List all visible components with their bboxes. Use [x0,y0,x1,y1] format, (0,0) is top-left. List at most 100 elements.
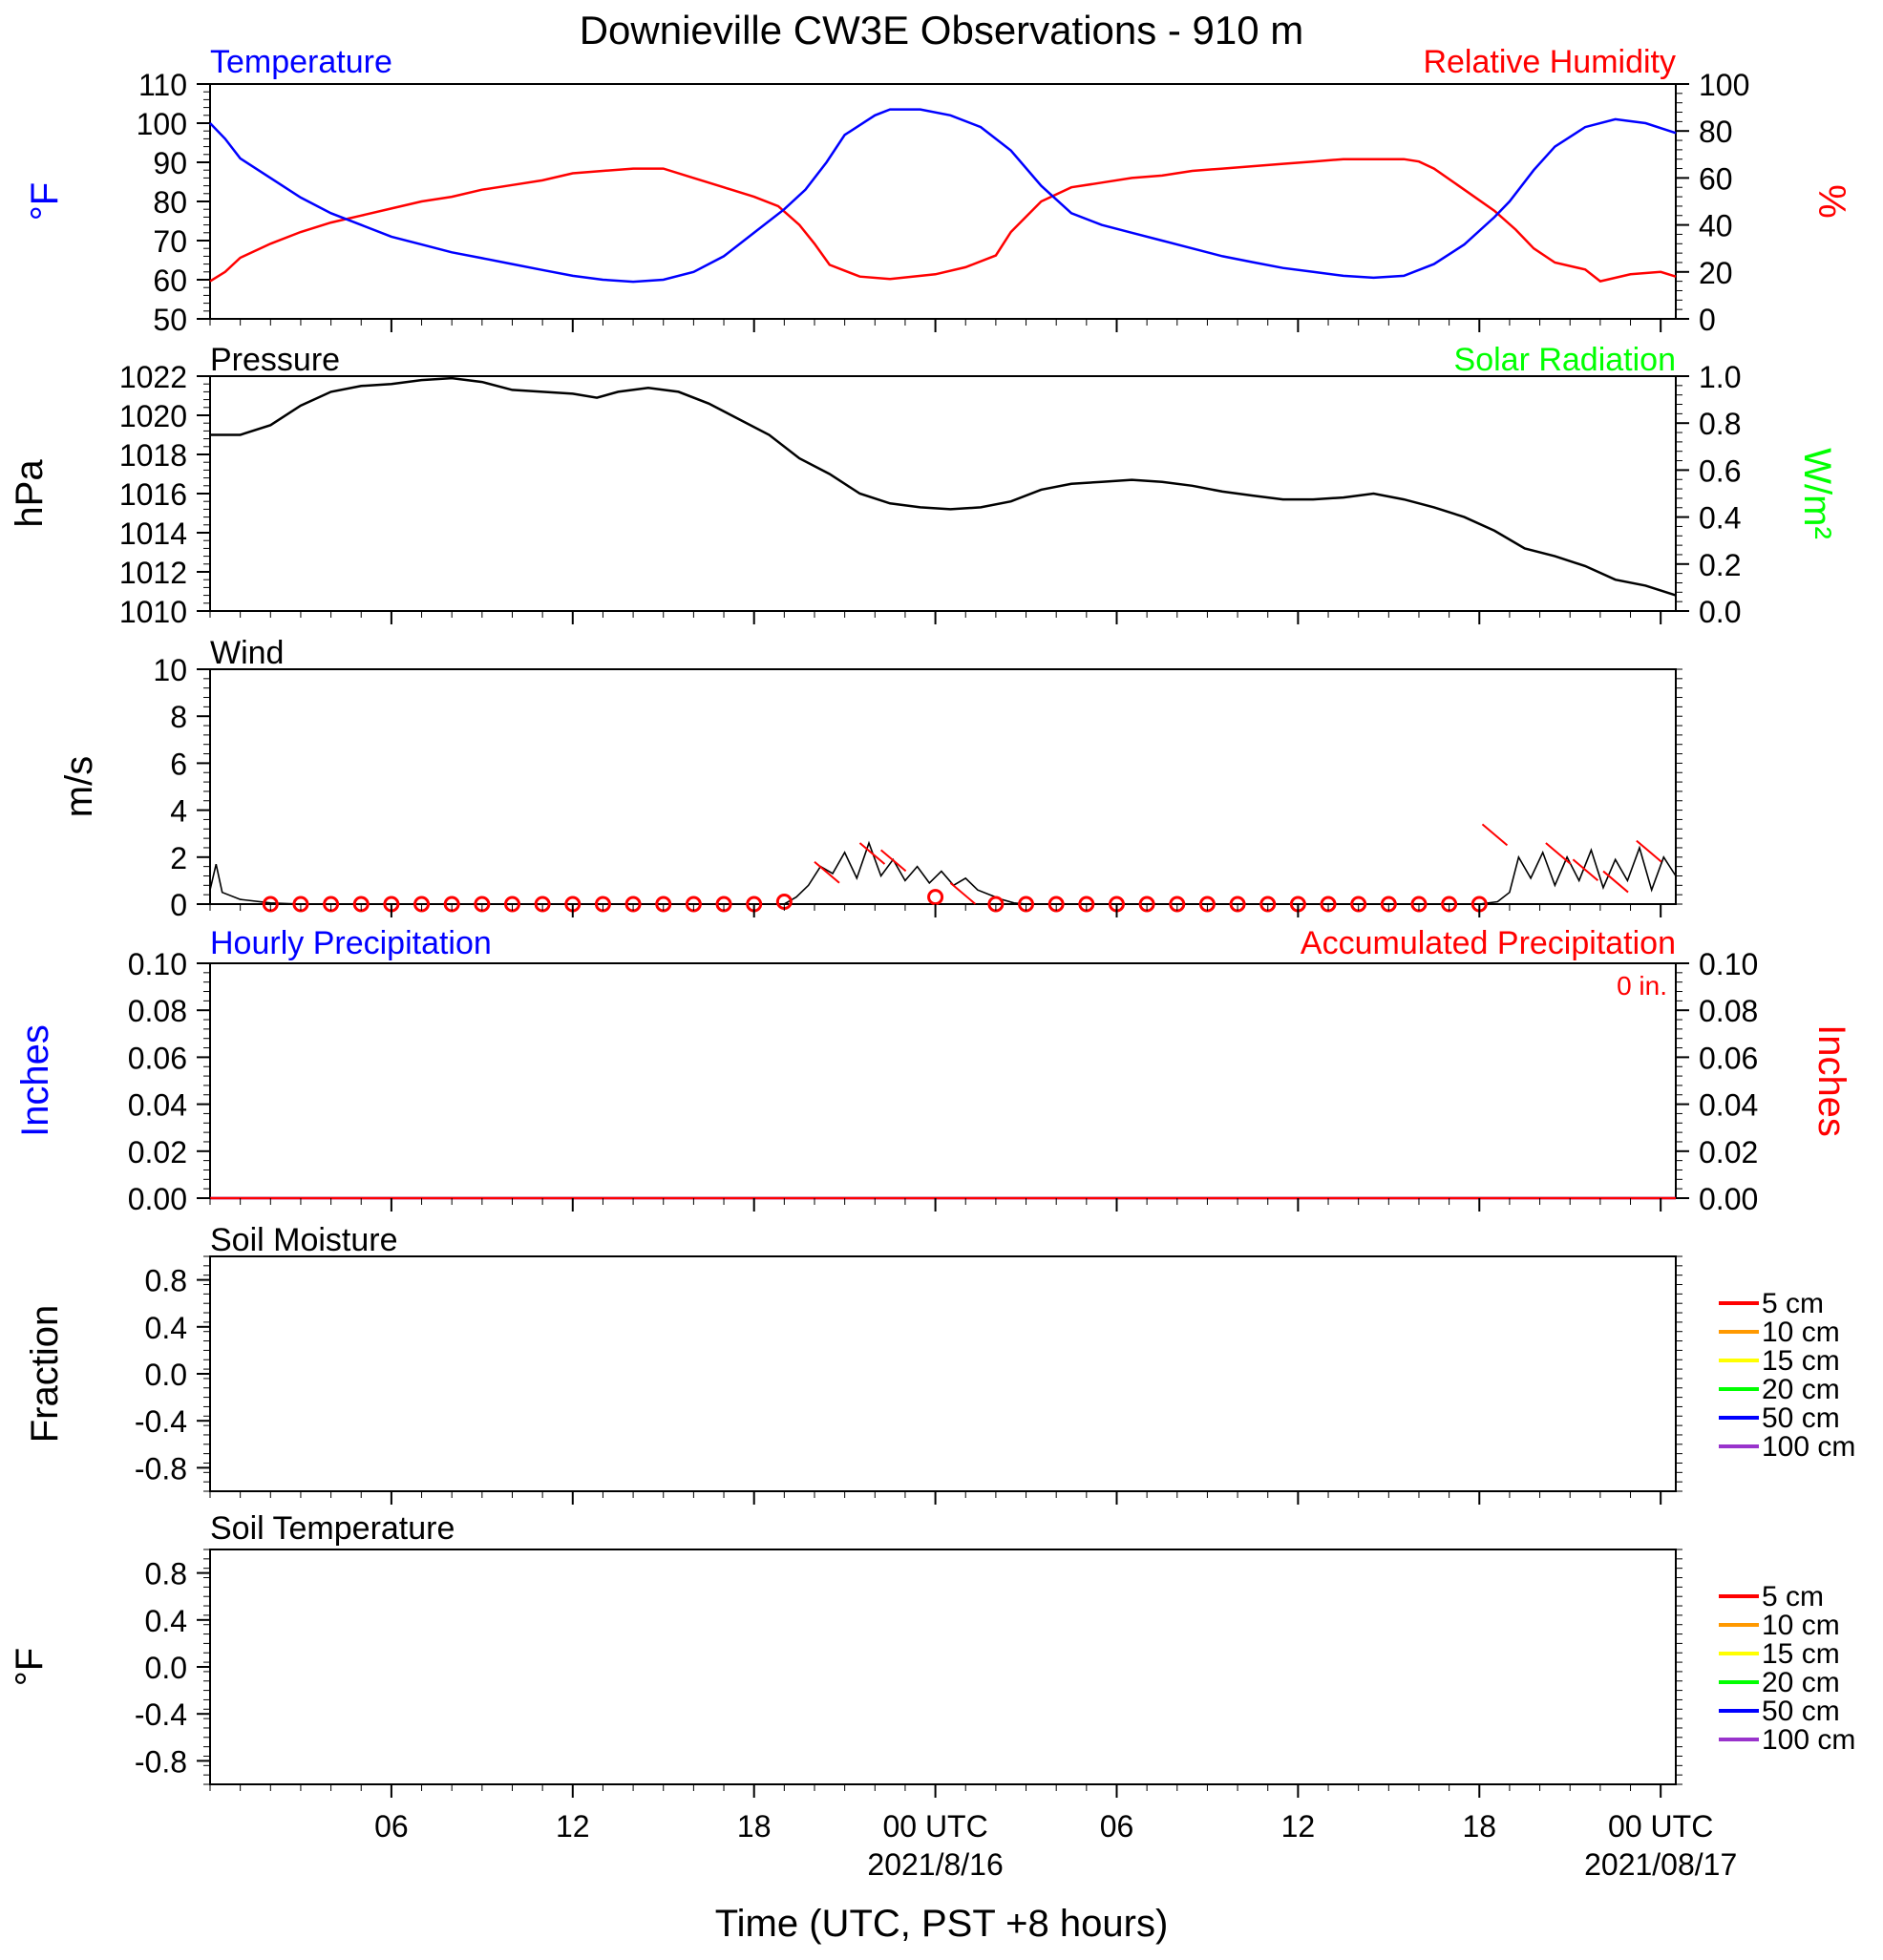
pressure-tick-label: 1022 [119,360,187,394]
x-tick-label: 12 [1281,1809,1316,1844]
temp-tick-label: 50 [153,303,187,337]
wind-barb [949,882,977,905]
temp-tick-label: 70 [153,224,187,259]
x-tick-label: 00 UTC [882,1809,987,1844]
temp-tick-label: 60 [153,263,187,298]
precip-total-label: 0 in. [1617,971,1667,1001]
temp-tick-label: 110 [138,68,187,102]
temp-tick-label: 100 [137,107,187,141]
legend-label: 5 cm [1762,1288,1824,1319]
temp-rh-left-ticks: 50 60 70 80 90 100 110 [137,68,210,337]
wind-tick-label: 6 [170,747,187,781]
temperature-line [209,108,1677,284]
accum-precip-tick-label: 0.04 [1699,1088,1758,1123]
hourly-precip-unit: Inches [14,1024,56,1137]
solar-tick-label: 0.4 [1699,501,1741,536]
pressure-left-ticks: 1010 1012 1014 1016 1018 1020 1022 [119,360,210,629]
rh-tick-label: 0 [1699,303,1716,337]
soil-moisture-tick-label: 0.4 [145,1311,187,1345]
wind-plot-frame [209,668,1677,905]
hourly-precip-tick-label: 0.10 [128,947,187,981]
wind-marker [927,889,944,906]
legend-label: 20 cm [1762,1374,1840,1405]
accum-precip-title: Accumulated Precipitation [1301,925,1676,961]
accum-precip-unit: Inches [1810,1024,1852,1137]
pressure-tick-label: 1020 [119,399,187,433]
legend-label: 15 cm [1762,1638,1840,1670]
pressure-tick-label: 1012 [119,556,187,590]
soil-moisture-title: Soil Moisture [210,1222,398,1258]
wind-barbs [262,823,1662,913]
wind-barb [814,860,840,884]
precip-plot-frame [209,962,1677,1199]
solar-tick-label: 0.2 [1699,548,1741,582]
temp-rh-right-ticks: 0 20 40 60 80 100 [1676,68,1749,337]
wind-tick-label: 4 [170,794,187,829]
soil-temp-left-ticks: -0.8 -0.4 0.0 0.4 0.8 [135,1549,210,1785]
wind-right-minor-ticks [1676,668,1682,905]
accum-precip-tick-label: 0.08 [1699,994,1758,1028]
solar-radiation-title: Solar Radiation [1454,342,1676,378]
legend-label: 100 cm [1762,1724,1855,1756]
wind-barb [879,849,907,873]
solar-right-ticks: 0.0 0.2 0.4 0.6 0.8 1.0 [1676,360,1741,629]
wind-tick-label: 0 [170,888,187,922]
soil-moisture-plot-frame [209,1255,1677,1492]
soil-temp-tick-label: 0.8 [145,1557,187,1591]
pressure-tick-label: 1018 [119,438,187,473]
soil-temp-tick-label: 0.4 [145,1604,187,1638]
rh-tick-label: 80 [1699,115,1733,149]
temp-tick-label: 80 [153,185,187,220]
soil-temp-unit: °F [9,1648,51,1686]
x-tick-label: 00 UTC [1608,1809,1713,1844]
soil-moisture-tick-label: -0.8 [135,1451,187,1486]
pressure-tick-label: 1010 [119,595,187,629]
legend-label: 20 cm [1762,1667,1840,1698]
hourly-precip-tick-label: 0.00 [128,1182,187,1216]
rh-tick-label: 60 [1699,161,1733,196]
solar-tick-label: 0.0 [1699,595,1741,629]
x-tick-label: 12 [556,1809,590,1844]
soil-moisture-right-minor-ticks [1676,1255,1682,1492]
hourly-precip-title: Hourly Precipitation [210,925,492,961]
x-tick-date-label: 2021/8/16 [867,1847,1003,1882]
accum-precip-tick-label: 0.06 [1699,1041,1758,1075]
pressure-unit: hPa [9,459,51,528]
rh-tick-label: 100 [1699,68,1749,102]
pressure-tick-label: 1016 [119,477,187,512]
wind-panel: 0 2 4 6 8 10 Wind m/s [58,635,1682,922]
precip-left-ticks: 0.00 0.02 0.04 0.06 0.08 0.10 [128,947,210,1216]
wind-barb [858,842,886,865]
wind-barb [1572,858,1599,882]
legend-label: 100 cm [1762,1431,1855,1463]
soil-moisture-tick-label: 0.0 [145,1358,187,1392]
wind-tick-label: 10 [153,653,187,687]
soil-temp-tick-label: -0.4 [135,1697,187,1732]
solar-unit: W/m² [1796,448,1838,539]
legend-label: 10 cm [1762,1317,1840,1348]
hourly-precip-tick-label: 0.04 [128,1088,187,1123]
x-tick-label: 18 [1462,1809,1496,1844]
soil-temp-tick-label: 0.0 [145,1651,187,1685]
humidity-line [209,158,1677,283]
soil-temp-panel: -0.8 -0.4 0.0 0.4 0.8 Soil Temperature °F 5 … [9,1510,1855,1785]
wind-barb [1602,870,1629,894]
legend-label: 50 cm [1762,1402,1840,1434]
hourly-precip-tick-label: 0.08 [128,994,187,1028]
wind-left-ticks: 0 2 4 6 8 10 [153,653,210,922]
wind-barb [1636,839,1662,863]
x-tick-label: 06 [1100,1809,1134,1844]
pressure-title: Pressure [210,342,340,378]
rh-tick-label: 40 [1699,209,1733,243]
soil-temp-right-minor-ticks [1676,1549,1682,1785]
precip-panel: 0.000.020.040.060.080.10 0.000.020.040.0… [14,925,1852,1216]
accum-precip-tick-label: 0.10 [1699,947,1758,981]
legend-label: 5 cm [1762,1581,1824,1612]
humidity-unit: % [1810,184,1852,219]
soil-temp-title: Soil Temperature [210,1510,455,1547]
soil-moisture-left-ticks: -0.8 -0.4 0.0 0.4 0.8 [135,1255,210,1492]
